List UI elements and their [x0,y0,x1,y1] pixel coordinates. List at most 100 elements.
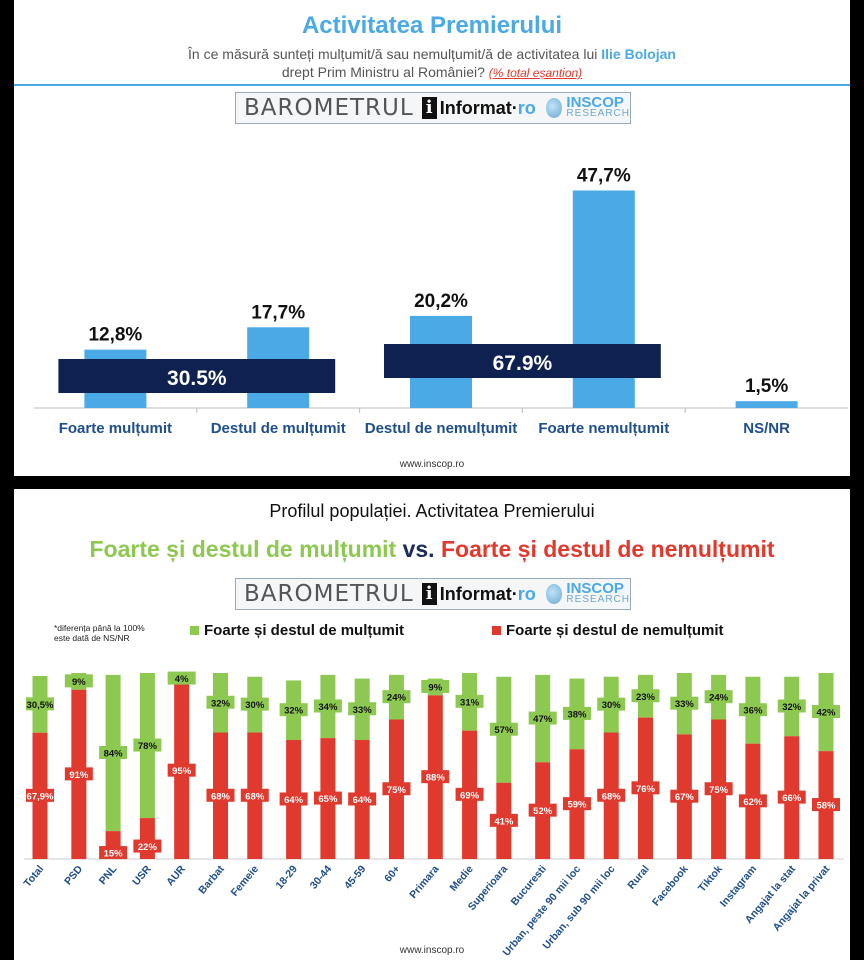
category-label-5: Barbat [196,863,227,897]
green-label-bg-16 [597,697,626,711]
category-label-4: NS/NR [743,420,790,437]
red-value-label-13: 41% [494,816,514,827]
red-label-bg-19 [704,782,733,796]
barometrul-logo-bottom: BAROMETRUL i Informat·ro INSCOP RESEARCH [235,578,631,610]
green-value-label-10: 24% [387,693,407,704]
website-top: www.inscop.ro [399,459,465,470]
red-value-label-18: 67% [675,792,695,803]
red-value-label-3: 22% [138,842,158,853]
red-value-label-22: 58% [816,801,836,812]
red-value-label-7: 64% [284,795,304,806]
green-value-label-1: 9% [72,677,86,688]
green-value-label-19: 24% [709,693,729,704]
green-label-bg-13 [489,722,518,736]
red-value-label-2: 15% [104,849,124,860]
green-value-label-15: 38% [567,709,587,720]
green-label-bg-11 [421,679,450,693]
legend-green-swatch [190,626,199,635]
group-total-box-0 [58,359,336,393]
green-value-label-13: 57% [494,725,514,736]
red-value-label-16: 68% [602,791,622,802]
red-value-label-0: 67,9% [27,791,54,802]
green-value-label-12: 31% [460,697,480,708]
red-value-label-19: 75% [709,785,729,796]
category-label-9: 45-59 [342,863,369,891]
bar-value-label-4: 1,5% [745,376,788,397]
green-value-label-7: 32% [284,706,304,717]
red-label-bg-11 [421,770,450,784]
info-icon: i [421,583,437,605]
green-value-label-6: 30% [245,700,265,711]
info-icon: i [421,97,437,119]
red-label-bg-20 [738,794,767,808]
red-label-bg-5 [206,788,235,802]
green-label-bg-14 [528,711,557,725]
red-label-bg-18 [670,789,699,803]
red-label-bg-22 [812,798,840,812]
legend-red-swatch [492,626,501,635]
green-label-bg-9 [348,702,377,716]
category-label-3: USR [130,863,154,888]
bottom-title: Profilul populației. Activitatea Premier… [269,501,595,521]
red-value-label-21: 66% [782,793,802,804]
red-value-label-1: 91% [69,770,89,781]
green-label-bg-7 [279,703,308,717]
red-label-bg-8 [313,791,342,805]
green-value-label-4: 4% [175,674,189,685]
category-label-8: 30-44 [308,863,335,891]
red-label-bg-10 [382,782,411,796]
category-label-6: Femeie [229,863,262,899]
bar-value-label-0: 12,8% [88,325,142,346]
category-label-3: Foarte nemulțumit [538,420,669,437]
green-value-label-17: 23% [636,692,656,703]
green-value-label-3: 78% [138,741,158,752]
category-label-19: Tiktok [696,863,725,894]
green-value-label-14: 47% [533,714,553,725]
green-value-label-0: 30,5% [27,700,54,711]
red-label-bg-12 [455,787,484,801]
red-value-label-20: 62% [743,797,763,808]
bottom-stacked-chart: 30,5% 67,9% Total 9% 91% PSD 84% 15% PNL 78% 22% US… [21,671,844,959]
title-divider [14,84,850,86]
red-label-bg-1 [64,767,93,781]
website-bottom: www.inscop.ro [399,945,465,956]
red-label-bg-3 [133,839,162,853]
green-value-label-21: 32% [782,702,802,713]
green-label-bg-18 [670,696,699,710]
green-label-bg-2 [99,745,128,759]
red-value-label-9: 64% [353,795,373,806]
red-label-bg-9 [348,792,377,806]
red-label-bg-17 [631,781,660,795]
category-label-4: AUR [164,863,188,888]
red-label-bg-2 [99,846,128,860]
bar-value-label-1: 17,7% [251,302,305,323]
green-value-label-5: 32% [211,698,231,709]
green-label-bg-12 [455,694,484,708]
category-label-0: Total [21,863,46,889]
green-label-bg-8 [313,699,342,713]
green-label-bg-10 [382,690,411,704]
category-label-10: 60+ [382,863,403,884]
bar-4 [735,401,798,408]
red-label-bg-16 [597,788,626,802]
legend-green: Foarte și destul de mulțumit [190,622,404,639]
green-label-bg-6 [240,697,269,711]
green-value-label-9: 33% [353,705,373,716]
category-label-2: Destul de nemulțumit [365,420,518,437]
red-label-bg-15 [562,797,591,811]
green-label-bg-4 [167,671,196,685]
inscop-globe-icon [545,584,563,604]
green-value-label-8: 34% [318,702,338,713]
top-question: În ce măsură sunteți mulțumit/ă sau nemu… [188,46,676,80]
red-label-bg-14 [528,803,557,817]
green-label-bg-20 [738,703,767,717]
green-value-label-2: 84% [104,748,124,759]
green-value-label-11: 9% [428,682,442,693]
category-label-2: PNL [97,863,120,887]
bottom-chart-panel: Profilul populației. Activitatea Premier… [14,489,850,960]
red-label-bg-4 [167,763,196,777]
group-total-label-0: 30.5% [167,367,227,390]
category-label-0: Foarte mulțumit [59,420,172,437]
top-bar-chart: 12,8% Foarte mulțumit 17,7% Destul de mulțu… [34,165,848,437]
inscop-globe-icon [545,98,563,118]
